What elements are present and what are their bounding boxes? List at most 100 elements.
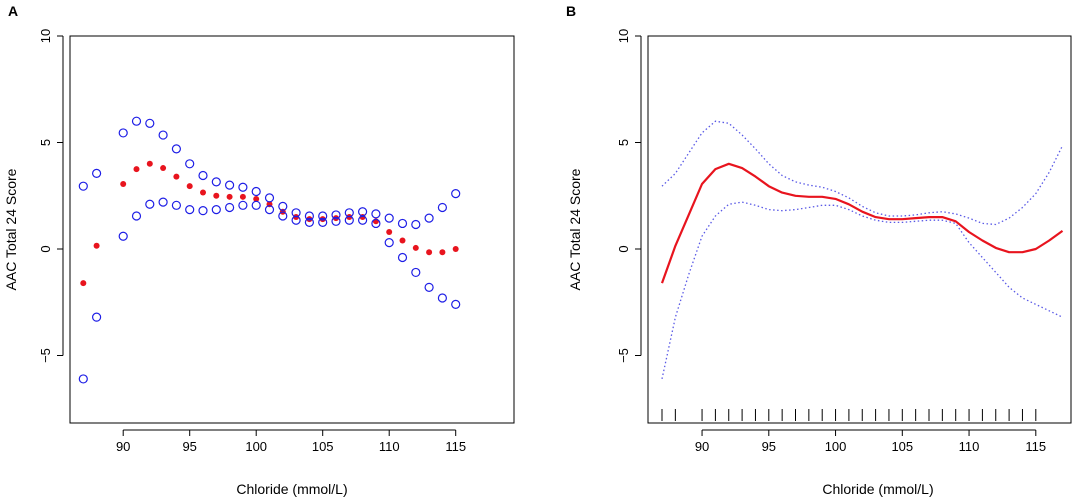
panel-a-y-label: AAC Total 24 Score [3,168,19,290]
panel-b-plot-box [647,35,1072,424]
panel-a-ci-point [211,204,221,215]
panel-b-marks [660,120,1064,380]
panel-a-ci-point [211,177,221,187]
panel-b-y-tick-label: 10 [616,29,631,43]
panel-a-ci-point [424,282,434,292]
panel-a-fitted-point [133,166,140,173]
panel-b-x-tick-label: 105 [891,439,913,454]
panel-a-ci-point [384,238,394,248]
panel-a-fitted-point [333,215,339,222]
panel-a-fitted-point [173,173,180,180]
panel-b-y-label: AAC Total 24 Score [567,168,583,290]
panel-b-x-tick-label: 110 [959,439,980,454]
panel-b-upper-ci-line [661,120,1064,226]
panel-b-lower-ci-line [661,201,1063,380]
panel-a-ci-point [238,200,248,210]
panel-a: A −5 0 5 10 90 95 100 105 110 115 Chloride (mmol… [3,3,515,497]
panel-a-y-tick-label: 0 [38,245,53,252]
panel-a-ci-point [278,211,288,221]
panel-b-y-tick-label: −5 [616,348,631,363]
panel-a-ci-point [451,299,461,309]
panel-a-ci-point [451,189,461,199]
panel-a-fitted-point [120,181,127,188]
panel-a-fitted-point [319,216,326,223]
panel-a-fitted-point [386,228,393,235]
panel-b-x-tick-label: 100 [825,439,847,454]
panel-a-ci-point [171,144,181,154]
panel-a-ci-point [198,170,208,181]
panel-a-ci-point [411,267,421,278]
panel-a-fitted-point [399,237,406,244]
panel-a-ci-point [225,180,235,190]
panel-a-x-tick-label: 110 [379,439,400,454]
panel-a-fitted-point [80,280,87,287]
panel-a-fitted-point [226,193,233,200]
panel-a-x-tick-label: 95 [182,439,196,454]
panel-a-fitted-point [306,216,313,223]
panel-a-ci-point [185,204,195,215]
panel-a-ci-point [411,219,421,230]
panel-a-ci-point [131,211,142,221]
panel-a-ci-point [331,210,341,220]
panel-a-ci-point [91,312,102,322]
panel-a-ci-point [358,215,368,225]
panel-a-ci-point [437,293,447,303]
panel-b-label: B [566,3,576,19]
panel-a-fitted-point [452,246,459,252]
panel-a-ci-point [78,374,88,384]
panel-a-ci-point [158,197,168,207]
panel-a-fitted-point [253,195,260,202]
panel-a-ci-point [225,202,235,213]
panel-b-y-tick-label: 0 [616,245,631,252]
panel-a-ci-point [304,217,314,227]
panel-a-x-tick-label: 90 [116,439,130,454]
panel-a-fitted-point [93,242,100,249]
panel-a-ci-point [118,231,128,241]
panel-a-fitted-point [239,193,246,200]
panel-a-ci-point [145,118,155,128]
panel-a-ci-point [344,215,354,225]
panel-b-y-tick-label: 5 [616,139,631,146]
panel-a-x-tick-label: 105 [312,439,334,454]
panel-a-fitted-point [200,189,206,196]
panel-a-ci-point [238,182,248,192]
panel-a-fitted-point [146,160,153,167]
panel-a-ci-point [318,211,328,221]
panel-a-ci-point [131,116,142,126]
panel-a-ci-point [318,217,328,227]
panel-a-ci-point [158,130,168,140]
panel-a-ci-point [371,218,381,229]
panel-a-ci-point [424,213,434,223]
panel-a-fitted-point [160,165,167,172]
panel-a-ci-point [331,216,341,226]
panel-b-x-label: Chloride (mmol/L) [822,481,933,497]
panel-a-ci-point [278,201,288,211]
panel-a-fitted-point [213,192,220,199]
panel-a-fitted-point [412,244,419,251]
panel-a-ci-point [304,211,314,221]
panel-b-y-axis: −5 0 5 10 [616,29,642,363]
panel-a-ci-point [264,204,275,215]
panel-a-ci-point [371,209,381,219]
panel-a-ci-point [397,218,408,229]
panel-b-x-tick-label: 115 [1025,439,1046,454]
panel-a-ci-point [78,181,88,191]
panel-a-plot-box [69,35,515,424]
panel-b-fitted-line [660,162,1064,284]
panel-a-y-tick-label: −5 [38,348,53,363]
panel-a-ci-point [198,206,208,216]
panel-a-ci-point [185,159,195,169]
panel-a-fitted-point [186,183,193,190]
panel-a-ci-point [91,168,102,178]
panel-a-ci-point [145,199,155,209]
panel-a-ci-point [437,202,447,213]
panel-a-ci-point [291,215,301,225]
panel-a-ci-point [397,252,408,263]
panel-a-x-tick-label: 100 [245,439,267,454]
panel-b-x-tick-label: 95 [762,439,776,454]
panel-a-ci-point [384,213,394,223]
panel-b-x-axis: 90 95 100 105 110 115 [695,429,1046,454]
panel-a-x-tick-label: 115 [445,439,466,454]
panel-b-x-tick-label: 90 [695,439,709,454]
